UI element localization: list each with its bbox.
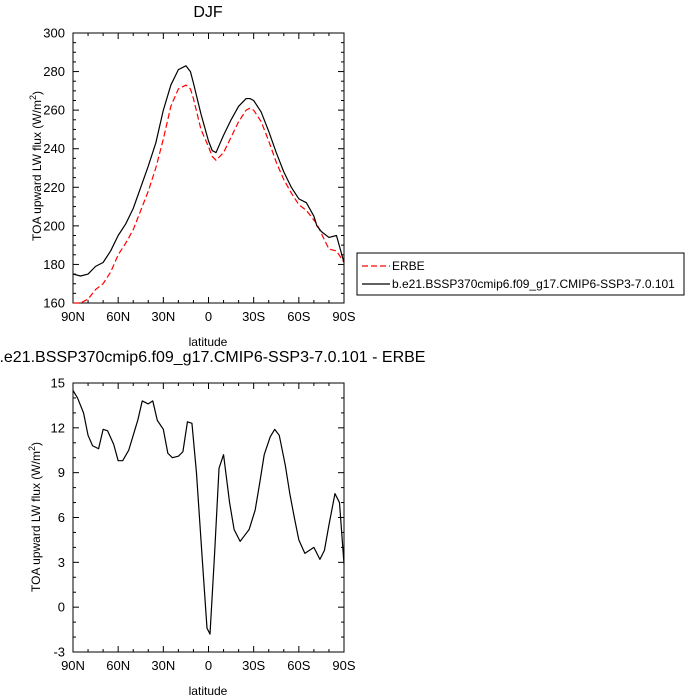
bottom-y-tick-label: 9: [58, 465, 65, 480]
bottom-y-tick-label: 0: [58, 600, 65, 615]
bottom-y-tick-label: -3: [53, 645, 65, 660]
bottom-x-tick-label: 60S: [287, 658, 310, 673]
bottom-x-axis-label: latitude: [189, 684, 228, 698]
top-series-line-0: [73, 84, 345, 304]
top-y-tick-label: 160: [43, 296, 65, 311]
legend-box: [356, 252, 685, 296]
bottom-plot-frame: [72, 382, 345, 653]
top-chart-title: DJF: [193, 4, 223, 21]
top-x-tick-label: 90N: [61, 309, 85, 324]
top-x-tick-label: 30N: [151, 309, 175, 324]
top-y-tick-label: 200: [43, 218, 65, 233]
top-plot-frame: [72, 32, 345, 304]
bottom-chart-title: b.e21.BSSP370cmip6.f09_g17.CMIP6-SSP3-7.…: [0, 349, 425, 366]
bottom-y-tick-label: 12: [51, 420, 65, 435]
top-y-axis-label-close: ): [30, 91, 44, 95]
top-y-tick-label: 220: [43, 180, 65, 195]
top-y-tick-label: 260: [43, 103, 65, 118]
top-x-tick-label: 90S: [332, 309, 355, 324]
bottom-series-line-0: [72, 390, 345, 635]
top-x-tick-label: 60N: [106, 309, 130, 324]
bottom-x-tick-label: 60N: [106, 658, 130, 673]
bottom-y-axis-label: TOA upward LW flux (W/m2): [27, 442, 43, 592]
top-x-tick-label: 60S: [287, 309, 310, 324]
top-y-tick-label: 280: [43, 64, 65, 79]
bottom-x-tick-label: 90N: [61, 658, 85, 673]
top-y-axis-label: TOA upward LW flux (W/m2): [28, 91, 44, 241]
top-x-tick-label: 0: [205, 309, 212, 324]
top-y-axis-label-text: TOA upward LW flux (W/m: [30, 100, 44, 241]
top-series-line-1: [72, 65, 345, 277]
bottom-y-tick-label: 15: [51, 376, 65, 391]
chart-legend: ERBE b.e21.BSSP370cmip6.f09_g17.CMIP6-SS…: [356, 252, 685, 296]
bottom-panel: b.e21.BSSP370cmip6.f09_g17.CMIP6-SSP3-7.…: [0, 349, 425, 698]
bottom-y-tick-label: 6: [58, 510, 65, 525]
legend-label-erbe: ERBE: [392, 259, 425, 273]
top-panel: DJF latitude TOA upward LW flux (W/m2) 9…: [28, 4, 356, 349]
top-y-tick-label: 240: [43, 141, 65, 156]
bottom-x-tick-label: 90S: [332, 658, 355, 673]
top-y-tick-label: 180: [43, 257, 65, 272]
top-x-axis-label: latitude: [189, 335, 228, 349]
top-x-tick-label: 30S: [242, 309, 265, 324]
bottom-x-tick-label: 0: [205, 658, 212, 673]
bottom-y-axis-label-sup: 2: [27, 446, 37, 451]
legend-label-model: b.e21.BSSP370cmip6.f09_g17.CMIP6-SSP3-7.…: [392, 277, 675, 291]
top-y-axis-label-sup: 2: [28, 95, 38, 100]
top-y-tick-label: 300: [43, 26, 65, 41]
bottom-y-tick-label: 3: [58, 555, 65, 570]
bottom-y-axis-label-text: TOA upward LW flux (W/m: [29, 451, 43, 592]
bottom-x-tick-label: 30N: [151, 658, 175, 673]
bottom-x-tick-label: 30S: [242, 658, 265, 673]
bottom-y-axis-label-close: ): [29, 442, 43, 446]
